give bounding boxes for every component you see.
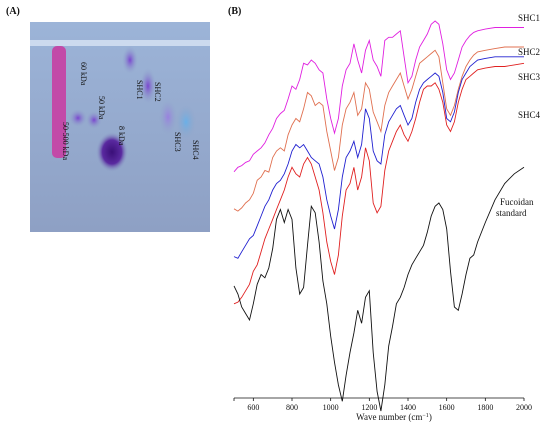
series-line-fucoidan-standard: [233, 166, 525, 412]
series-line-shc3: [233, 56, 524, 259]
lane-label-marker-8: 8 kDa: [117, 126, 126, 146]
x-tick-label: 800: [286, 403, 298, 412]
gel-image: 50-500 kDa 60 kDa 50 kDa 8 kDa SHC1 SHC2 SHC3 S…: [30, 22, 210, 232]
lane-shc1-band: [122, 46, 138, 74]
lane-50-500-smear: [52, 46, 66, 158]
ftir-chart: 600 800 1000 1200 1400 1600 1800 2000 SHC1 SHC2 S…: [228, 0, 550, 434]
series-label-4: Fucoidan standard: [496, 197, 534, 218]
series-layer: [233, 20, 525, 412]
x-tick-label: 1400: [400, 403, 416, 412]
x-tick-label: 1200: [361, 403, 377, 412]
series-line-shc4: [233, 62, 525, 305]
x-axis-label: Wave number (cm−1): [356, 412, 432, 422]
x-tick-label: 2000: [516, 403, 532, 412]
x-tick-label: 600: [247, 403, 259, 412]
series-label-3: SHC4: [518, 110, 541, 120]
lane-labels: 50-500 kDa 60 kDa 50 kDa 8 kDa SHC1 SHC2 SHC3 S…: [61, 62, 200, 160]
lane-shc3-band: [159, 99, 177, 135]
lane-8-band: [96, 132, 128, 172]
lane-label-marker-60: 60 kDa: [79, 62, 88, 86]
gel-svg: 50-500 kDa 60 kDa 50 kDa 8 kDa SHC1 SHC2 SHC3 S…: [30, 22, 210, 232]
series-labels: SHC1 SHC2 SHC3 SHC4 Fucoidan standard: [496, 13, 541, 218]
lane-shc4-band: [176, 104, 196, 140]
lane-label-shc3: SHC3: [173, 132, 182, 152]
lane-label-shc2: SHC2: [153, 82, 162, 102]
panel-a-label: (A): [6, 6, 20, 17]
lane-label-shc1: SHC1: [135, 80, 144, 100]
x-tick-label: 1600: [439, 403, 455, 412]
lane-60-band: [69, 109, 87, 127]
x-tick-label: 1000: [323, 403, 339, 412]
series-label-2: SHC3: [518, 72, 541, 82]
lane-50-band: [86, 111, 102, 129]
lane-shc2-band: [140, 68, 156, 104]
x-axis: 600 800 1000 1200 1400 1600 1800 2000: [233, 397, 532, 412]
panel-b-label: (B): [228, 6, 242, 17]
x-tick-label: 1800: [477, 403, 493, 412]
lane-label-marker-50-500: 50-500 kDa: [61, 122, 70, 160]
series-label-0: SHC1: [518, 13, 540, 23]
ftir-chart-svg: 600 800 1000 1200 1400 1600 1800 2000 SHC1SHC2S…: [233, 13, 541, 422]
series-line-shc1: [233, 20, 524, 173]
gel-wells: [30, 40, 210, 46]
series-label-1: SHC2: [518, 47, 540, 57]
series-line-shc2: [233, 46, 524, 212]
lane-label-shc4: SHC4: [191, 140, 200, 160]
lane-label-marker-50: 50 kDa: [97, 96, 106, 120]
